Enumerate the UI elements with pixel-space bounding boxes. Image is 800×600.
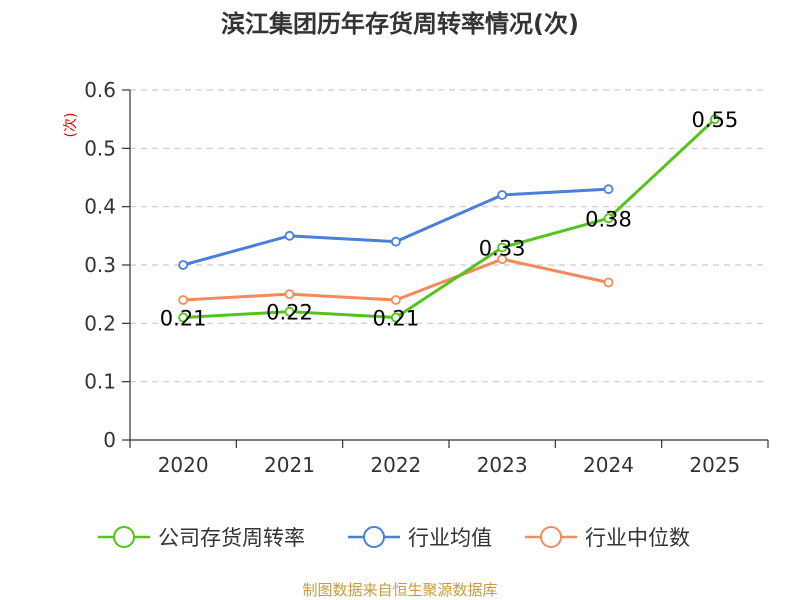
y-tick-label: 0.2 xyxy=(84,311,116,335)
data-point xyxy=(178,260,189,270)
data-point xyxy=(497,254,508,265)
x-tick-label: 2025 xyxy=(689,453,740,477)
x-tick-label: 2022 xyxy=(370,453,421,477)
data-point xyxy=(178,295,189,305)
data-label: 0.33 xyxy=(479,237,526,261)
data-point xyxy=(497,242,508,253)
legend: 公司存货周转率 行业均值 行业中位数 xyxy=(98,526,690,550)
data-labels: 0.21 0.22 0.21 0.33 0.38 0.55 xyxy=(160,108,738,330)
data-point xyxy=(603,213,614,224)
x-tick-label: 2020 xyxy=(158,453,209,477)
legend-item: 行业均值 xyxy=(348,526,492,550)
legend-label: 行业均值 xyxy=(408,526,492,550)
y-tick-label: 0.6 xyxy=(84,78,116,102)
data-point xyxy=(284,306,295,317)
axes: 0 0.1 0.2 0.3 0.4 0.5 0.6 2020 2021 2022 2023 2024 2… xyxy=(84,78,769,477)
y-tick-label: 0.3 xyxy=(84,253,116,277)
y-tick-label: 0.1 xyxy=(84,370,116,394)
y-tick-label: 0 xyxy=(103,428,116,452)
y-tick-label: 0.5 xyxy=(84,136,116,160)
data-point xyxy=(497,190,508,200)
x-tick-label: 2021 xyxy=(264,453,315,477)
data-label: 0.22 xyxy=(266,301,313,325)
data-point xyxy=(603,277,614,288)
data-point xyxy=(390,295,401,305)
data-label: 0.21 xyxy=(372,307,419,331)
data-point xyxy=(603,184,614,195)
series-lines xyxy=(178,114,720,323)
data-label: 0.38 xyxy=(585,207,632,231)
x-tick-label: 2023 xyxy=(477,453,528,477)
legend-item: 公司存货周转率 xyxy=(98,526,305,550)
legend-item: 行业中位数 xyxy=(525,526,690,550)
source-note: 制图数据来自恒生聚源数据库 xyxy=(302,581,497,599)
data-point xyxy=(284,230,295,241)
legend-label: 行业中位数 xyxy=(585,526,690,550)
data-point xyxy=(390,236,401,247)
data-point xyxy=(709,114,720,125)
data-point xyxy=(284,289,295,300)
chart-title: 滨江集团历年存货周转率情况(次) xyxy=(221,10,579,38)
grid-lines xyxy=(130,89,768,383)
x-tick-label: 2024 xyxy=(583,453,634,477)
y-tick-label: 0.4 xyxy=(84,195,116,219)
legend-marker xyxy=(113,526,135,548)
data-label: 0.55 xyxy=(691,108,738,132)
legend-label: 公司存货周转率 xyxy=(158,526,305,550)
data-point xyxy=(390,312,401,323)
series-line xyxy=(183,118,716,319)
y-axis-unit: (次) xyxy=(63,113,79,138)
data-point xyxy=(178,312,189,323)
legend-marker xyxy=(363,526,385,548)
series-line xyxy=(182,187,609,267)
data-label: 0.21 xyxy=(160,307,207,331)
legend-marker xyxy=(540,526,562,548)
